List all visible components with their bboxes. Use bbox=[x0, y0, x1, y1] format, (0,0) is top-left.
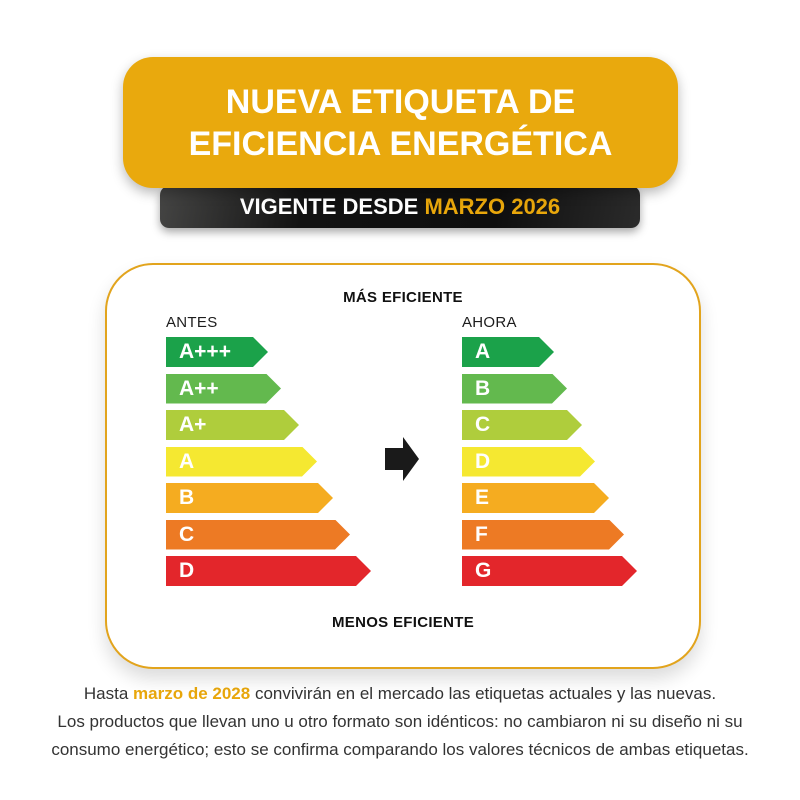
grade-arrow-f: F bbox=[462, 520, 624, 550]
grade-label: A bbox=[179, 449, 195, 473]
less-efficient-label: MENOS EFICIENTE bbox=[331, 614, 474, 631]
grade-label: E bbox=[475, 486, 490, 509]
grade-arrow-a: A bbox=[462, 337, 554, 367]
title-line1: NUEVA ETIQUETA DE bbox=[225, 82, 576, 121]
grade-arrow-d: D bbox=[166, 556, 371, 586]
grade-arrow-a: A bbox=[166, 447, 317, 477]
grade-arrow-c: C bbox=[166, 520, 350, 550]
grade-label: B bbox=[475, 376, 491, 400]
footnote: Hasta marzo de 2028 convivirán en el mer… bbox=[0, 680, 800, 764]
grade-arrow-g: G bbox=[462, 556, 637, 586]
right-arrow-icon bbox=[385, 437, 419, 481]
grade-label: A++ bbox=[179, 376, 219, 400]
grade-label: A+++ bbox=[179, 340, 231, 363]
comparison-box: MÁS EFICIENTE ANTES AHORA A+++ A++ A+ A B C D … bbox=[105, 263, 701, 669]
footnote-line1-prefix: Hasta bbox=[83, 684, 134, 703]
title-banner: NUEVA ETIQUETA DE EFICIENCIA ENERGÉTICA bbox=[123, 57, 678, 188]
before-column-label: ANTES bbox=[166, 314, 218, 331]
grade-arrow-a-plus-plus-plus: A+++ bbox=[166, 337, 268, 367]
grade-label: D bbox=[179, 559, 195, 582]
title-line2: EFICIENCIA ENERGÉTICA bbox=[188, 124, 613, 163]
grade-arrow-a-plus: A+ bbox=[166, 410, 299, 440]
grade-label: A+ bbox=[179, 413, 207, 436]
grade-label: C bbox=[475, 413, 491, 436]
grade-arrow-b: B bbox=[462, 374, 567, 404]
footnote-line1-highlight: marzo de 2028 bbox=[133, 684, 251, 703]
subtitle-highlight: MARZO 2026 bbox=[424, 194, 561, 219]
footnote-line-3: consumo energético; esto se confirma com… bbox=[51, 740, 749, 759]
grade-label: D bbox=[475, 449, 491, 473]
grade-arrow-e: E bbox=[462, 483, 609, 513]
footnote-line-2: Los productos que llevan uno u otro form… bbox=[57, 712, 743, 731]
grade-arrow-c: C bbox=[462, 410, 582, 440]
footnote-line1-suffix: convivirán en el mercado las etiquetas a… bbox=[250, 684, 717, 703]
grade-arrow-b: B bbox=[166, 483, 333, 513]
more-efficient-label: MÁS EFICIENTE bbox=[343, 289, 463, 306]
subtitle-prefix: VIGENTE DESDE bbox=[239, 194, 425, 219]
after-column-label: AHORA bbox=[462, 314, 517, 331]
grade-label: B bbox=[179, 486, 195, 509]
grade-label: F bbox=[475, 522, 488, 546]
footnote-line-1: Hasta marzo de 2028 convivirán en el mer… bbox=[0, 680, 800, 708]
before-grade-scale: A+++ A++ A+ A B C D bbox=[166, 337, 371, 586]
subtitle-banner: VIGENTE DESDE MARZO 2026 bbox=[160, 186, 640, 228]
grade-label: C bbox=[179, 522, 195, 546]
grade-label: A bbox=[475, 340, 491, 363]
grade-label: G bbox=[475, 559, 492, 582]
grade-arrow-a-plus-plus: A++ bbox=[166, 374, 281, 404]
grade-arrow-d: D bbox=[462, 447, 595, 477]
